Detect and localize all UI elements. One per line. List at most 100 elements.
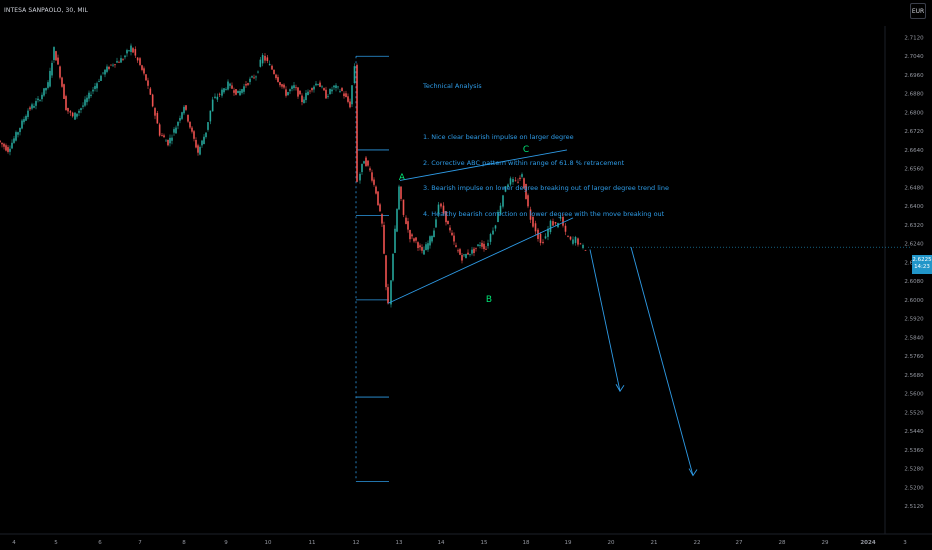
candle-body bbox=[139, 58, 141, 65]
candle-body bbox=[331, 89, 333, 92]
candle-body bbox=[379, 204, 381, 212]
candle-body bbox=[74, 112, 76, 120]
y-tick-label: 2.6560 bbox=[904, 167, 924, 173]
candle-body bbox=[35, 101, 37, 106]
candle-body bbox=[337, 86, 339, 88]
candle-body bbox=[185, 105, 187, 110]
candle-body bbox=[435, 219, 437, 228]
x-tick-label: 7 bbox=[138, 540, 142, 546]
candle-body bbox=[41, 94, 43, 100]
y-tick-label: 2.6800 bbox=[904, 110, 924, 116]
candle-body bbox=[584, 250, 587, 251]
candle-body bbox=[453, 235, 455, 242]
candle-body bbox=[37, 98, 39, 101]
candle-body bbox=[57, 57, 59, 65]
candle-body bbox=[502, 195, 504, 207]
candle-body bbox=[218, 93, 221, 95]
x-tick-label: 9 bbox=[224, 540, 228, 546]
candle-body bbox=[481, 242, 483, 247]
candle-body bbox=[345, 93, 347, 98]
candle-body bbox=[398, 186, 400, 210]
y-tick-label: 2.6640 bbox=[904, 148, 924, 154]
candle-body bbox=[371, 172, 373, 181]
candle-body bbox=[367, 160, 369, 166]
candle-body bbox=[275, 74, 277, 79]
candle-body bbox=[25, 115, 27, 121]
candle-body bbox=[323, 88, 325, 91]
candle-body bbox=[287, 92, 289, 96]
candle-body bbox=[33, 106, 35, 108]
candle-body bbox=[497, 211, 499, 222]
candle-body bbox=[134, 49, 137, 56]
candle-body bbox=[373, 179, 375, 185]
candle-body bbox=[124, 55, 126, 58]
candle-body bbox=[5, 145, 7, 151]
candle-body bbox=[419, 245, 421, 248]
last-price-value: 2.6225 bbox=[912, 257, 932, 263]
candle-body bbox=[415, 237, 417, 241]
candle-body bbox=[309, 90, 311, 92]
candle-body bbox=[534, 223, 537, 232]
candle-body bbox=[120, 58, 122, 63]
candle-body bbox=[285, 89, 287, 96]
candle-body bbox=[96, 83, 98, 89]
x-tick-label: 8 bbox=[182, 540, 186, 546]
candle-body bbox=[529, 209, 532, 220]
candle-body bbox=[273, 69, 275, 75]
candle-body bbox=[544, 236, 547, 239]
candle-body bbox=[266, 57, 269, 62]
candle-body bbox=[365, 157, 367, 166]
candle-body bbox=[65, 96, 67, 111]
wave-label-a: A bbox=[399, 173, 406, 183]
candle-body bbox=[579, 243, 582, 245]
wave-label-b: B bbox=[486, 295, 492, 305]
y-tick-label: 2.5520 bbox=[904, 410, 924, 416]
candle-body bbox=[53, 47, 55, 60]
candle-body bbox=[369, 168, 371, 171]
candle-body bbox=[485, 248, 487, 250]
candle-body bbox=[405, 217, 407, 224]
candle-body bbox=[78, 110, 80, 113]
candle-body bbox=[98, 81, 100, 83]
x-tick-label: 3 bbox=[903, 540, 907, 546]
candle-body bbox=[122, 59, 124, 61]
candle-body bbox=[214, 96, 216, 99]
candle-body bbox=[55, 51, 57, 61]
y-tick-label: 2.7040 bbox=[904, 54, 924, 60]
candle-body bbox=[442, 205, 445, 214]
candle-body bbox=[94, 86, 96, 90]
candle-body bbox=[132, 48, 134, 53]
candle-body bbox=[163, 135, 165, 138]
candle-body bbox=[301, 95, 303, 103]
y-tick-label: 2.5600 bbox=[904, 392, 924, 398]
x-tick-label: 18 bbox=[523, 540, 530, 546]
candle-body bbox=[465, 253, 467, 259]
candle-body bbox=[175, 127, 177, 134]
projection-2-arrowhead bbox=[688, 468, 698, 477]
candle-body bbox=[335, 85, 337, 89]
currency-button[interactable]: EUR bbox=[910, 3, 926, 19]
candle-body bbox=[387, 287, 389, 304]
candle-body bbox=[542, 241, 544, 243]
y-tick-label: 2.5680 bbox=[904, 373, 924, 379]
candle-body bbox=[281, 84, 283, 87]
candle-body bbox=[128, 50, 130, 52]
technical-analysis-note: Technical Analysis 1. Nice clear bearish… bbox=[423, 65, 669, 227]
candle-body bbox=[440, 203, 442, 207]
candle-body bbox=[327, 95, 329, 97]
note-line-3: 3. Bearish impulse on lower degree break… bbox=[423, 184, 669, 192]
candle-body bbox=[402, 199, 405, 215]
candle-body bbox=[514, 180, 517, 182]
candle-body bbox=[211, 99, 214, 112]
x-tick-label: 5 bbox=[54, 540, 58, 546]
candle-body bbox=[268, 63, 271, 66]
candle-body bbox=[61, 77, 63, 87]
candle-body bbox=[203, 136, 205, 145]
candle-body bbox=[173, 129, 175, 133]
x-tick-label: 15 bbox=[481, 540, 488, 546]
candle-body bbox=[433, 230, 435, 238]
trend-line-projection-2 bbox=[630, 247, 694, 476]
candle-body bbox=[161, 135, 163, 136]
candle-body bbox=[207, 122, 209, 130]
